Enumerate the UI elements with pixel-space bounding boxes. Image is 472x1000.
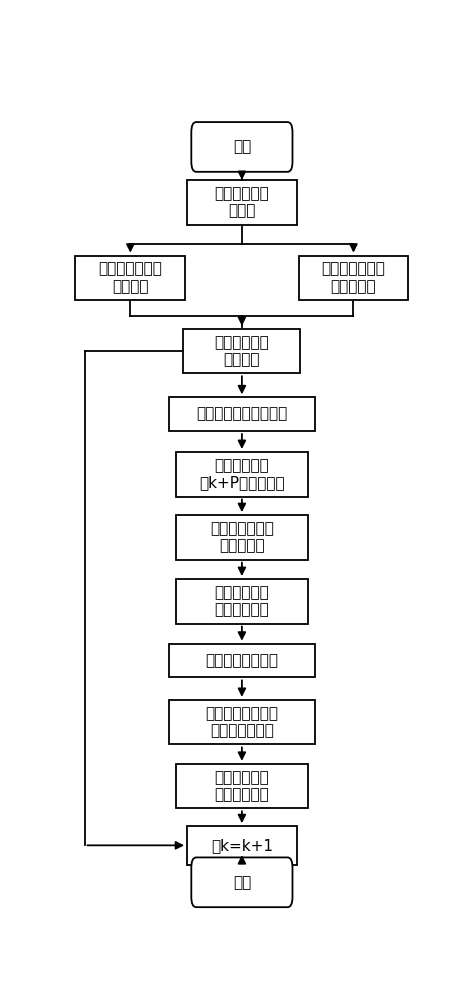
Text: 设置执行器故障
和不确定性: 设置执行器故障 和不确定性 <box>321 262 386 294</box>
FancyBboxPatch shape <box>191 857 293 907</box>
Bar <box>169 397 315 431</box>
Bar <box>176 764 308 808</box>
Bar <box>76 256 185 300</box>
Text: 设计反时限郊狼优
化算法各项指标: 设计反时限郊狼优 化算法各项指标 <box>205 706 278 738</box>
Text: 结束: 结束 <box>233 875 251 890</box>
FancyBboxPatch shape <box>191 122 293 172</box>
Text: 求解预测模型
（k+P）时刻输出: 求解预测模型 （k+P）时刻输出 <box>199 458 285 490</box>
Text: 设计滑模面和
滑模参数: 设计滑模面和 滑模参数 <box>215 335 269 367</box>
Text: 根据预测误差
进行反馈校正: 根据预测误差 进行反馈校正 <box>215 585 269 617</box>
Bar <box>176 579 308 624</box>
Text: 设计带新型补偿
的参考轨迹: 设计带新型补偿 的参考轨迹 <box>210 521 274 554</box>
Bar <box>299 256 408 300</box>
Bar <box>187 826 297 865</box>
Text: 确定四旋翅系
统模型: 确定四旋翅系 统模型 <box>215 186 269 219</box>
Bar <box>176 452 308 497</box>
Text: 令k=k+1: 令k=k+1 <box>211 838 273 853</box>
Text: 开始: 开始 <box>233 139 251 154</box>
Bar <box>187 180 297 225</box>
Bar <box>169 700 315 744</box>
Text: 由滑模面建立预测模型: 由滑模面建立预测模型 <box>196 407 287 422</box>
Text: 设置输入时滞和
状态时滞: 设置输入时滞和 状态时滞 <box>98 262 162 294</box>
Text: 设计优化性能指标: 设计优化性能指标 <box>205 653 278 668</box>
Bar <box>176 515 308 560</box>
Bar <box>169 644 315 677</box>
Text: 寻优结束，实
施当前控制量: 寻优结束，实 施当前控制量 <box>215 770 269 802</box>
Bar <box>183 329 300 373</box>
